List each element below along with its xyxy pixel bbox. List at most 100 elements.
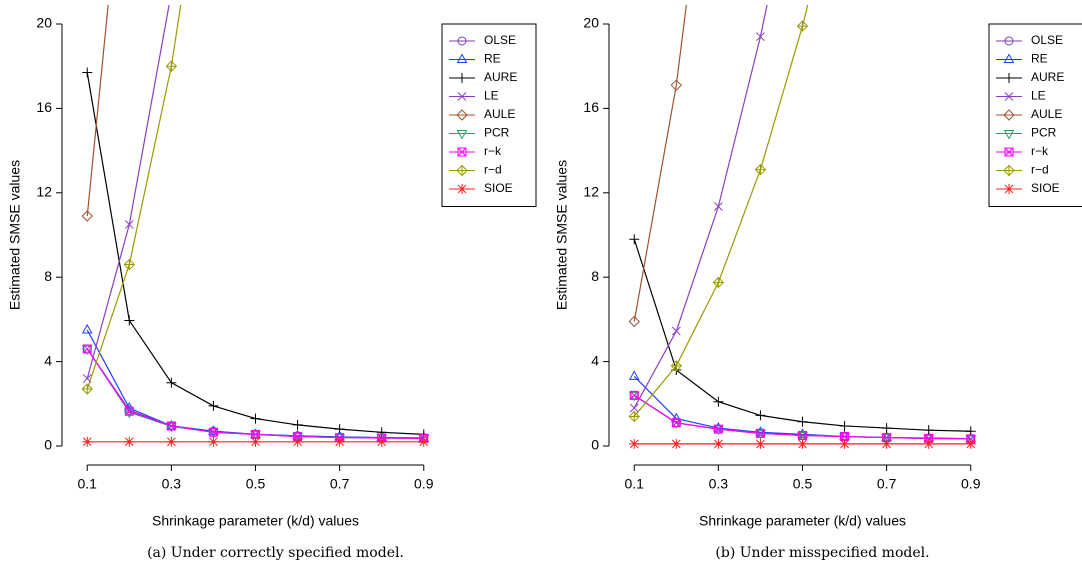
series-line <box>86 72 424 436</box>
data-point <box>881 434 892 444</box>
data-point <box>81 345 93 355</box>
data-point <box>166 436 177 447</box>
data-point <box>671 418 681 428</box>
series-line <box>86 348 424 440</box>
legend-marker <box>1003 53 1015 63</box>
data-point <box>713 396 724 407</box>
legend-marker <box>1003 109 1015 121</box>
panel: 0 4 8 12 16 20 0.1 0.3 0.5 0.7 0.9 Shrinkage parame… <box>554 5 1082 561</box>
y-tick-label: 8 <box>591 268 599 284</box>
y-tick-label: 0 <box>591 437 599 453</box>
data-point <box>628 315 640 328</box>
data-point <box>166 421 176 431</box>
y-tick-label: 4 <box>44 352 52 368</box>
data-point <box>418 436 429 447</box>
data-point <box>713 425 724 436</box>
data-point <box>124 315 135 326</box>
data-point <box>250 413 261 424</box>
legend-label: LE <box>484 89 499 103</box>
data-point <box>923 438 934 449</box>
data-point <box>755 429 766 440</box>
data-point <box>123 258 136 271</box>
x-axis-label: Shrinkage parameter (k/d) values <box>699 513 906 529</box>
data-point <box>670 412 682 423</box>
data-point <box>713 424 723 434</box>
legend-marker <box>456 53 468 63</box>
data-point <box>714 202 723 211</box>
data-point <box>755 428 765 438</box>
data-point <box>882 433 892 443</box>
data-point <box>839 433 850 443</box>
data-point <box>82 344 92 354</box>
data-point <box>754 163 767 176</box>
legend-label: RE <box>484 52 501 66</box>
legend-label: r−d <box>1031 163 1049 177</box>
legend-label: LE <box>1031 89 1046 103</box>
data-point <box>756 32 765 42</box>
data-point <box>923 425 934 436</box>
data-point <box>124 406 134 416</box>
data-point <box>965 435 977 445</box>
data-point <box>670 79 683 91</box>
legend-marker <box>1004 92 1014 101</box>
legend-label: AURE <box>484 70 517 84</box>
data-point <box>797 431 808 442</box>
y-tick-label: 0 <box>44 437 52 453</box>
y-tick-label: 4 <box>591 352 599 368</box>
data-point <box>670 419 682 429</box>
legend-label: RE <box>1031 52 1048 66</box>
data-point <box>796 20 809 32</box>
series-line <box>86 348 424 439</box>
data-point <box>166 377 177 388</box>
x-tick-label: 0.9 <box>961 476 981 492</box>
data-point <box>124 436 135 447</box>
data-point <box>629 390 639 400</box>
x-tick-label: 0.1 <box>625 476 645 492</box>
data-point <box>81 383 93 395</box>
data-point <box>629 438 640 449</box>
legend-label: PCR <box>1031 126 1057 140</box>
x-tick-label: 0.3 <box>709 476 729 492</box>
legend-marker <box>457 92 467 101</box>
data-point <box>797 416 808 427</box>
legend-marker <box>456 130 468 140</box>
series-line <box>86 348 424 440</box>
legend-marker <box>457 36 467 46</box>
data-point <box>712 276 725 289</box>
y-axis-label: Estimated SMSE values <box>554 160 570 310</box>
data-point <box>82 436 93 447</box>
legend-label: OLSE <box>484 33 516 47</box>
data-point <box>671 438 682 449</box>
data-point <box>628 410 640 423</box>
data-point <box>250 430 261 441</box>
caption: (b) Under misspecified model. <box>715 545 929 561</box>
series-line <box>86 5 182 390</box>
legend-label: PCR <box>484 126 510 140</box>
series-line <box>633 239 971 432</box>
data-point <box>881 423 892 434</box>
legend-label: r−k <box>484 144 502 158</box>
x-tick-label: 0.1 <box>78 476 98 492</box>
data-point <box>965 438 976 449</box>
data-point <box>208 400 219 411</box>
data-point <box>82 67 93 78</box>
data-point <box>839 438 850 449</box>
data-point <box>671 326 681 336</box>
data-point <box>670 360 683 372</box>
data-point <box>81 210 93 222</box>
data-point <box>713 438 724 449</box>
legend-marker <box>1004 36 1014 46</box>
data-point <box>208 436 219 447</box>
x-tick-label: 0.7 <box>877 476 897 492</box>
series-line <box>86 5 170 379</box>
data-point <box>923 434 935 445</box>
data-point <box>334 434 345 444</box>
data-point <box>376 436 387 447</box>
data-point <box>166 422 177 433</box>
y-tick-label: 20 <box>583 15 599 31</box>
plot-area <box>628 5 977 449</box>
caption: (a) Under correctly specified model. <box>147 545 404 561</box>
data-point <box>839 420 850 431</box>
data-point <box>292 433 303 443</box>
data-point <box>292 419 303 430</box>
